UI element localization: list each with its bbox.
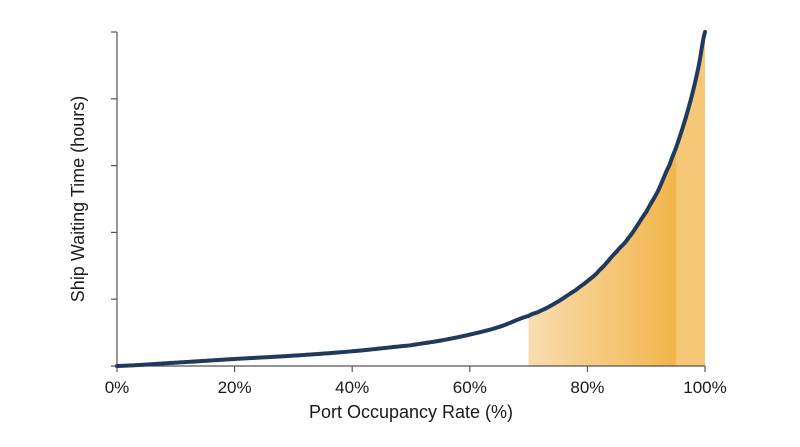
x-tick-label: 100% bbox=[683, 378, 726, 397]
line-layer bbox=[115, 30, 707, 368]
highlight-area-layer bbox=[528, 32, 705, 366]
y-ticks bbox=[111, 31, 117, 367]
waiting-time-curve bbox=[115, 30, 707, 368]
x-tick-label: 60% bbox=[453, 378, 487, 397]
x-ticks: 0% 20% 40% 60% 80% 100% bbox=[105, 366, 727, 397]
x-tick-label: 20% bbox=[218, 378, 252, 397]
axis-layer bbox=[116, 32, 705, 367]
x-tick-label: 0% bbox=[105, 378, 130, 397]
x-axis-title: Port Occupancy Rate (%) bbox=[309, 402, 513, 422]
y-axis-title: Ship Waiting Time (hours) bbox=[68, 96, 88, 302]
x-tick-label: 40% bbox=[335, 378, 369, 397]
highlight-area bbox=[528, 32, 705, 366]
x-tick-label: 80% bbox=[570, 378, 604, 397]
